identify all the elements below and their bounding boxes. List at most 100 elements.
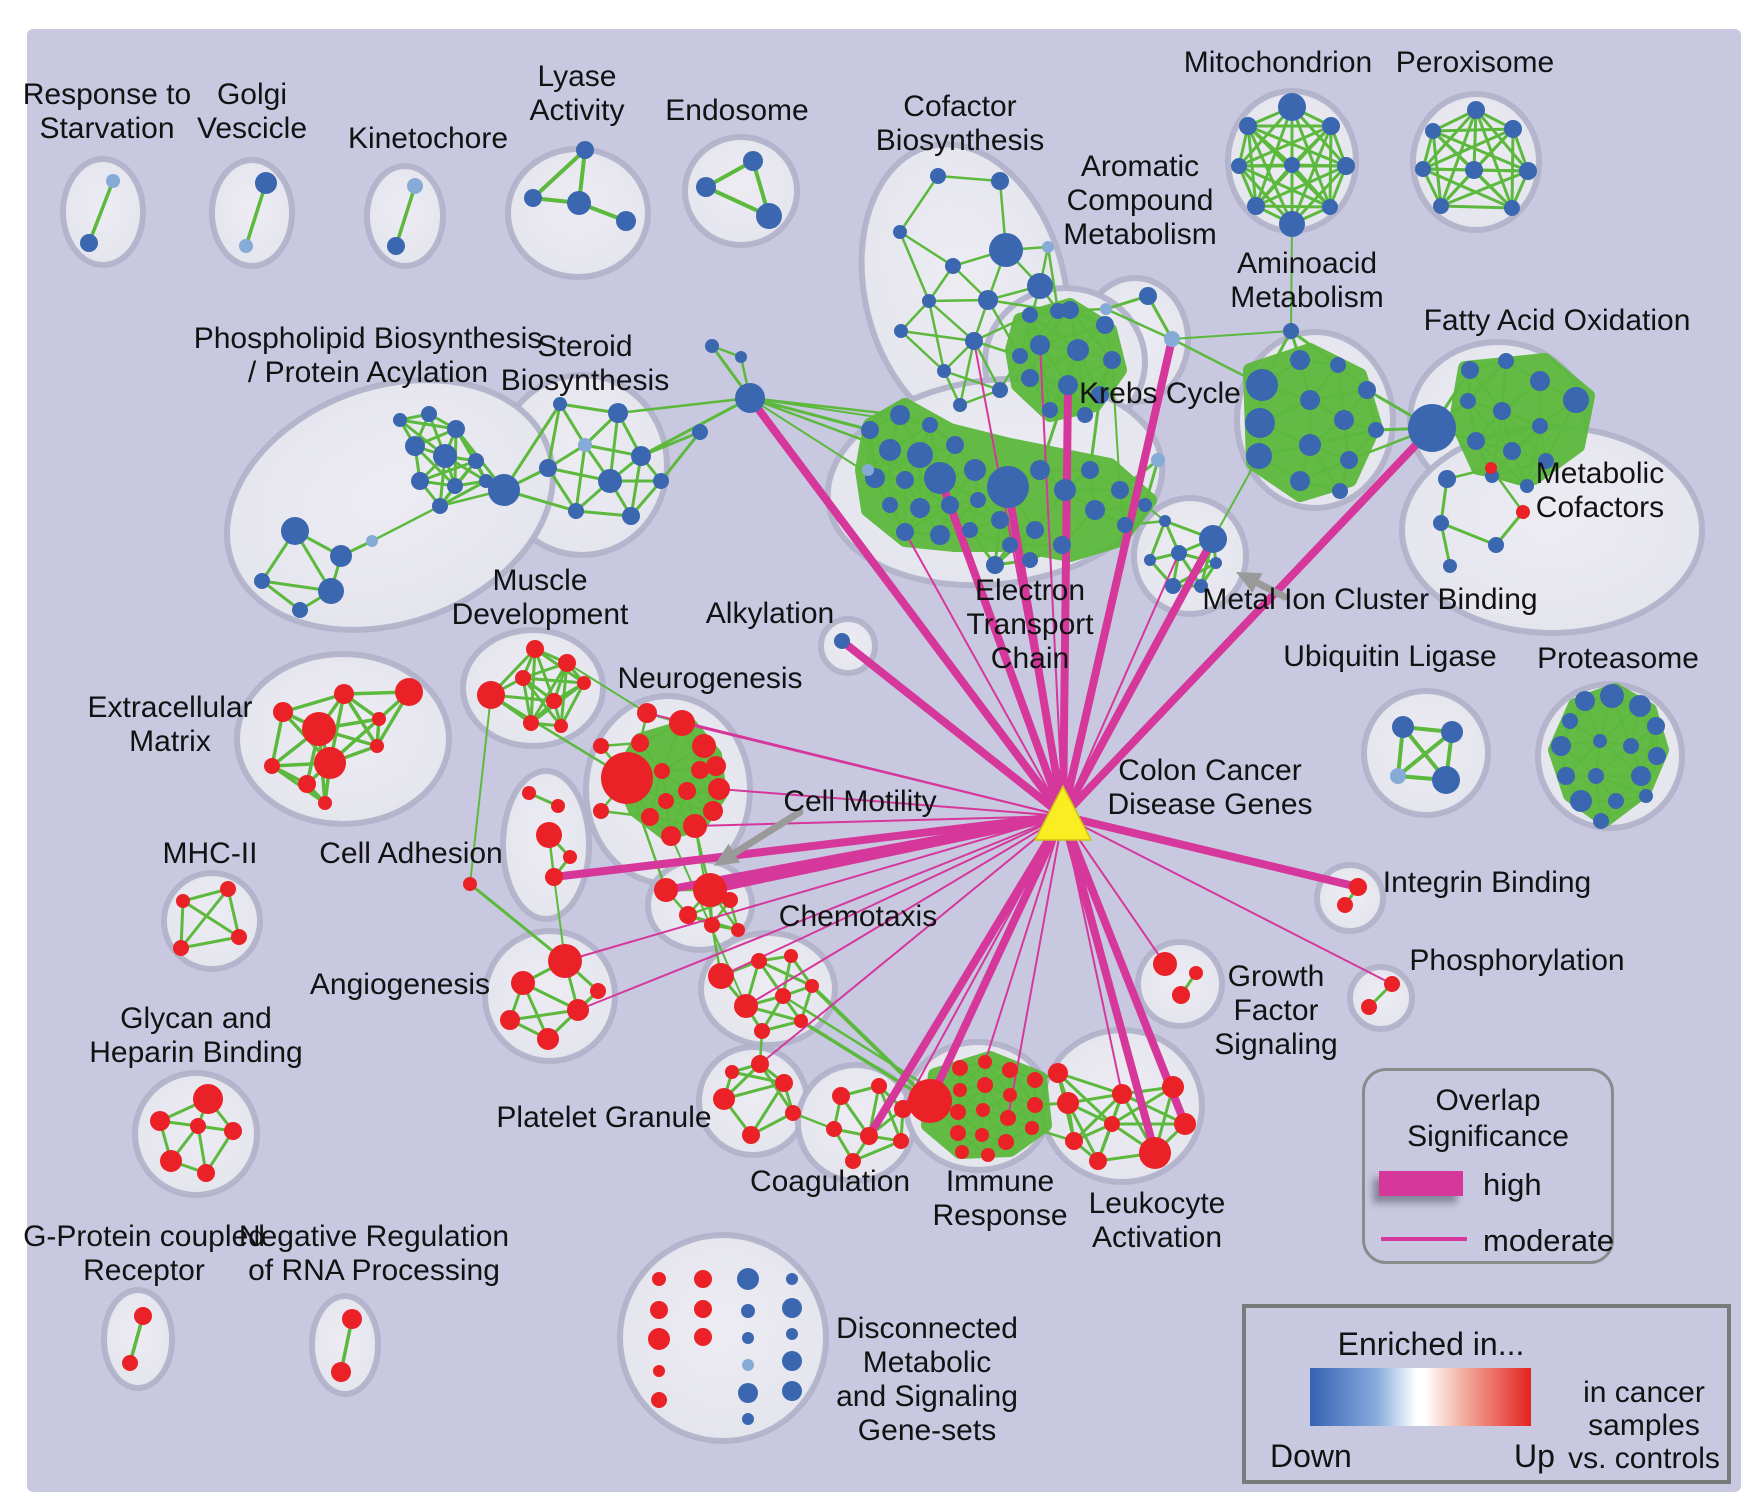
overlap-edge-moderate [1062, 815, 1393, 985]
label-endosome: Endosome [665, 94, 808, 127]
edge [1599, 794, 1648, 823]
gene-set-node-neurogenesis [692, 734, 716, 758]
gene-set-node-aminoacid-metabolism [1300, 390, 1320, 410]
gene-set-node-electron-transport-chain [946, 436, 964, 454]
edge [1038, 323, 1107, 347]
overlap-edge-high [1059, 812, 1362, 891]
gene-set-node-aminoacid-metabolism [1368, 422, 1384, 438]
gene-set-node-metal-ion-cluster-binding [1210, 557, 1222, 569]
gene-set-node-phospholipid-biosynthesis [292, 602, 308, 618]
cell-motility-arrow-head [714, 843, 741, 866]
gene-set-node-electron-transport-chain [1138, 498, 1152, 512]
gene-set-node-fatty-acid-oxidation [1460, 393, 1476, 409]
gene-set-node-metal-ion-cluster-binding [1194, 579, 1208, 593]
gene-set-node-metal-ion-cluster-binding [1171, 545, 1187, 561]
edge [181, 899, 241, 939]
gene-set-node-metabolic-cofactors [1443, 559, 1457, 573]
gene-set-node-electron-transport-chain [1053, 536, 1071, 554]
edge [1474, 108, 1514, 210]
gene-set-node-electron-transport-chain [879, 439, 901, 461]
gene-set-node-cofactor-biosynthesis [992, 382, 1008, 398]
gene-set-node-phosphorylation [1361, 999, 1377, 1015]
gene-set-node-kinetochore [387, 237, 405, 255]
gene-set-node-aminoacid-metabolism [1358, 381, 1376, 399]
gene-set-node-neurogenesis [654, 763, 670, 779]
edge [1290, 124, 1333, 167]
gene-set-node-steroid-biosynthesis [622, 507, 640, 525]
edge [558, 402, 587, 447]
gene-set-node-disconnected-gene-sets [694, 1300, 712, 1318]
label-cell-motility: Cell Motility [783, 785, 936, 818]
gene-set-node-cell-motility [704, 917, 720, 933]
gene-set-node-steroid-biosynthesis [539, 459, 557, 477]
gene-set-node-electron-transport-chain [1151, 453, 1165, 467]
gene-set-node-extracellular-matrix [298, 775, 316, 793]
gene-set-node-electron-transport-chain [1002, 537, 1018, 553]
gene-set-node-electron-transport-chain [1022, 552, 1038, 568]
label-growth-factor-signaling: Growth Factor Signaling [1214, 960, 1337, 1061]
gene-set-node-proteasome [1551, 736, 1571, 756]
gene-set-node-platelet-granule [785, 1105, 801, 1121]
gene-set-node-phospholipid-biosynthesis [479, 474, 493, 488]
gene-set-node-disconnected-gene-sets [786, 1273, 798, 1285]
gene-set-node-glycan-heparin-binding [197, 1164, 215, 1182]
gene-set-node-electron-transport-chain [1081, 461, 1099, 479]
gene-set-node-cell-adhesion [522, 786, 536, 800]
gene-set-node-golgi-vescicle [255, 172, 277, 194]
gene-set-node-aromatic-compound-metabolism [1100, 303, 1112, 315]
inter-cluster-edge [502, 402, 562, 492]
gene-set-node-metabolic-cofactors [1433, 515, 1449, 531]
gene-set-node-phospholipid-biosynthesis [447, 478, 463, 494]
gene-set-node-proteasome [1562, 713, 1578, 729]
edge [1056, 1071, 1124, 1096]
gene-set-node-phospholipid-biosynthesis [318, 578, 344, 604]
gene-set-node-mhc-ii [231, 929, 247, 945]
overlap-edge-high [1059, 424, 1436, 820]
gene-set-node-coagulation [826, 1121, 842, 1137]
gene-set-node-neurogenesis [641, 808, 659, 826]
gene-set-node-lyase-activity [567, 191, 591, 215]
gene-set-node-disconnected-gene-sets [742, 1332, 754, 1344]
gene-set-node-krebs-cycle [1042, 402, 1058, 418]
gene-set-node-platelet-granule [775, 1074, 793, 1092]
gene-set-node-cell-motility [722, 892, 738, 908]
gene-set-node-electron-transport-chain [890, 405, 910, 425]
gene-set-node [1408, 404, 1456, 452]
edge [851, 1139, 903, 1163]
gene-set-node-phospholipid-biosynthesis [421, 406, 437, 422]
gene-set-node-metabolic-cofactors [1488, 537, 1504, 553]
gene-set-node-krebs-cycle [1061, 301, 1079, 319]
gene-set-node-cofactor-biosynthesis [991, 172, 1009, 190]
label-platelet-granule: Platelet Granule [496, 1101, 711, 1134]
gene-set-node-aminoacid-metabolism [1334, 410, 1354, 430]
gene-set-node-immune-response [953, 1083, 967, 1097]
gene-set-node-cell-adhesion [551, 799, 565, 813]
gene-set-node-coagulation [845, 1153, 861, 1169]
gene-set-node-disconnected-gene-sets [782, 1298, 802, 1318]
gene-set-node-electron-transport-chain [882, 497, 898, 513]
gene-set-node-cofactor-biosynthesis [930, 168, 946, 184]
label-colon-cancer-disease-genes: Colon Cancer Disease Genes [1107, 754, 1312, 821]
gene-set-node-proteasome [1600, 684, 1624, 708]
high-significance-label: high [1483, 1167, 1542, 1202]
enriched-note: in cancer samples vs. controls [1556, 1376, 1732, 1475]
gene-set-node-muscle-development [523, 715, 539, 731]
gene-set-node-integrin-binding [1337, 897, 1353, 913]
gene-set-node-leukocyte-activation [1112, 1084, 1132, 1104]
gene-set-node-chemotaxis [751, 953, 767, 969]
gene-set-node-growth-factor-signaling [1172, 986, 1190, 1004]
gene-set-node-extracellular-matrix [372, 712, 386, 726]
edge [899, 329, 946, 373]
edge [529, 661, 569, 725]
overlap-edge-moderate [720, 815, 1064, 977]
gene-set-node-peroxisome [1433, 198, 1449, 214]
gene-set-node-krebs-cycle [1091, 386, 1109, 404]
edge [1018, 309, 1060, 358]
label-fatty-acid-oxidation: Fatty Acid Oxidation [1424, 304, 1691, 337]
gene-set-node-proteasome [1639, 789, 1653, 803]
label-neurogenesis: Neurogenesis [617, 662, 802, 695]
gene-set-node-steroid-biosynthesis [488, 474, 520, 506]
edge [226, 887, 241, 939]
gene-set-node-electron-transport-chain [970, 492, 986, 508]
gene-set-node-growth-factor-signaling [1153, 952, 1177, 976]
